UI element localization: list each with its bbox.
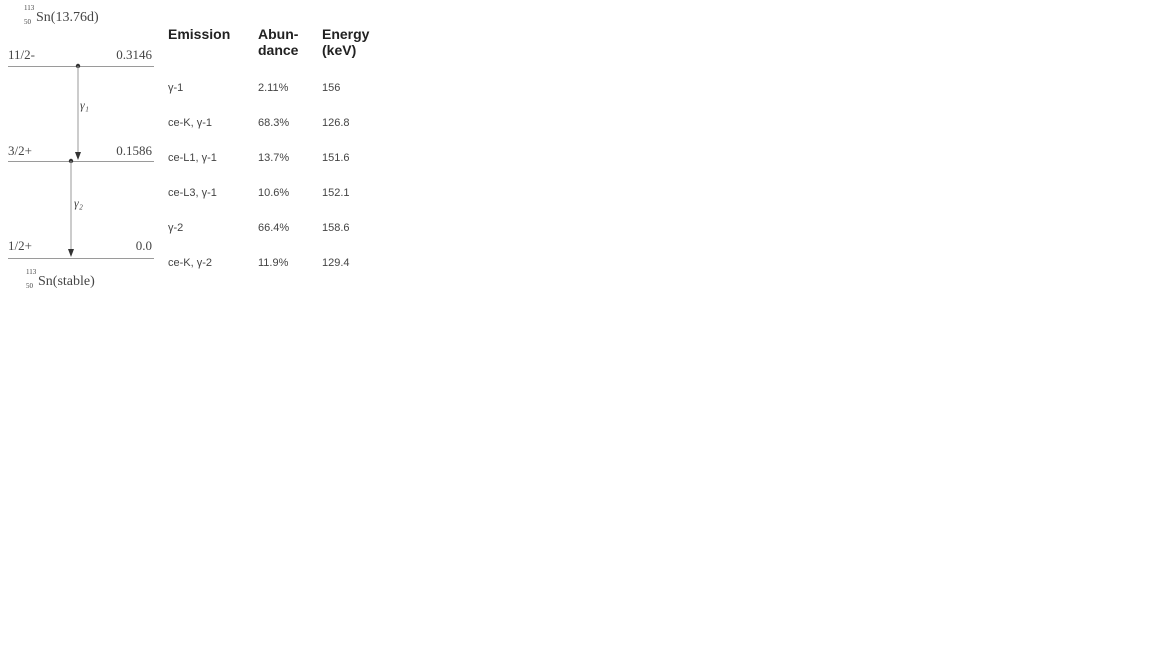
cell-emission: ce-L3, γ-1 (168, 186, 217, 199)
table-row: ce-L3, γ-1 10.6% 152.1 (168, 175, 382, 210)
header-energy: Energy (keV) (322, 26, 382, 70)
header-energy-line-1: Energy (322, 26, 370, 42)
table-row: ce-K, γ-2 11.9% 129.4 (168, 245, 382, 280)
parent-mass-number: 113 (24, 4, 35, 12)
cell-abundance: 68.3% (258, 116, 290, 129)
daughter-mass-number: 113 (26, 268, 37, 276)
table-header-row: Emission Abun-dance Energy (keV) (168, 26, 382, 70)
cell-abundance: 2.11% (258, 81, 289, 94)
emission-table: Emission Abun-dance Energy (keV) γ-1 2.11… (168, 26, 382, 280)
level-spin-11-2: 11/2- (8, 47, 35, 62)
cell-energy: 126.8 (322, 116, 350, 129)
emission-table-container: Emission Abun-dance Energy (keV) γ-1 2.11… (168, 26, 382, 280)
parent-nuclide-label: 113 50 Sn (13.76d) (24, 5, 99, 26)
level-energy-0-3146: 0.3146 (116, 47, 152, 62)
cell-energy: 156 (322, 81, 341, 94)
header-energy-line-2: (keV) (322, 42, 357, 58)
cell-emission: γ-2 (168, 221, 184, 234)
table-row: γ-2 66.4% 158.6 (168, 210, 382, 245)
level-line-middle (8, 161, 154, 162)
daughter-atomic-number: 50 (26, 282, 33, 290)
level-line-upper (8, 66, 154, 67)
cell-abundance: 66.4% (258, 221, 290, 234)
cell-energy: 158.6 (322, 221, 350, 234)
daughter-symbol: Sn (38, 274, 53, 289)
cell-abundance: 10.6% (258, 186, 290, 199)
daughter-nuclide-label: 113 50 Sn (stable) (26, 269, 95, 290)
cell-energy: 129.4 (322, 256, 350, 269)
table-row: ce-K, γ-1 68.3% 126.8 (168, 105, 382, 140)
header-abundance-line-1: Abun- (258, 26, 299, 42)
parent-half-life: (13.76d) (50, 10, 99, 25)
cell-emission: ce-L1, γ-1 (168, 151, 217, 164)
header-abundance: Abun-dance (258, 26, 322, 70)
cell-energy: 151.6 (322, 151, 350, 164)
cell-emission: ce-K, γ-1 (168, 116, 213, 129)
level-spin-1-2: 1/2+ (8, 238, 32, 253)
level-line-ground (8, 258, 154, 259)
transition-arrows (68, 63, 81, 257)
cell-emission: ce-K, γ-2 (168, 256, 213, 269)
parent-symbol: Sn (36, 10, 51, 25)
decay-scheme: 113 50 Sn (13.76d) 11/2- 0.3146 3/2+ 0.1… (0, 0, 160, 300)
table-row: γ-1 2.11% 156 (168, 70, 382, 105)
cell-energy: 152.1 (322, 186, 350, 199)
gamma-2-arrow-head (68, 249, 74, 257)
level-energy-0-1586: 0.1586 (116, 143, 152, 158)
gamma-1-arrow-head (75, 152, 81, 160)
header-emission: Emission (168, 26, 258, 70)
header-abundance-line-2: dance (258, 42, 299, 58)
parent-atomic-number: 50 (24, 18, 31, 26)
daughter-nuclide: 113 50 Sn (26, 269, 53, 290)
cell-abundance: 13.7% (258, 151, 290, 164)
daughter-state: (stable) (52, 274, 95, 289)
level-spin-3-2: 3/2+ (8, 143, 32, 158)
cell-abundance: 11.9% (258, 256, 289, 269)
parent-nuclide: 113 50 Sn (24, 5, 51, 26)
header-emission-text: Emission (168, 26, 231, 42)
cell-emission: γ-1 (168, 81, 184, 94)
table-row: ce-L1, γ-1 13.7% 151.6 (168, 140, 382, 175)
level-energy-0-0: 0.0 (135, 238, 152, 253)
gamma-2-label: γ₂ (74, 196, 83, 210)
gamma-1-label: γ₁ (80, 98, 89, 112)
